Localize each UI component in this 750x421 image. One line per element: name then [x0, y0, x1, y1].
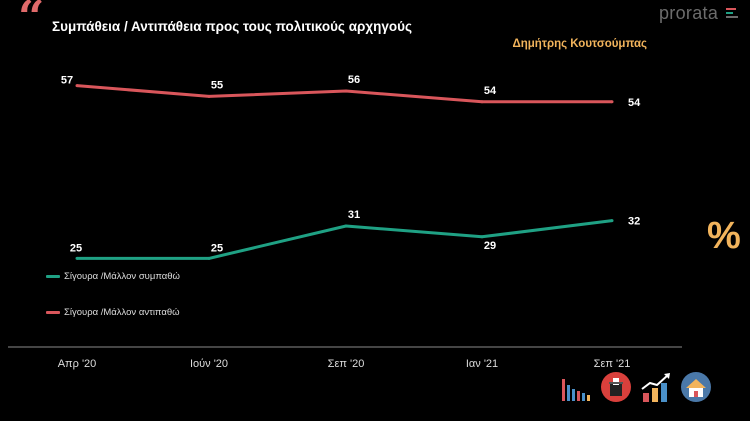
data-point-sympathy	[480, 235, 484, 239]
data-label-antipathy: 54	[484, 85, 497, 97]
x-tick-label: Ιούν '20	[190, 358, 228, 370]
data-label-sympathy: 31	[348, 209, 360, 221]
chart-subtitle: Δημήτρης Κουτσούμπας	[512, 38, 647, 50]
x-tick-label: Ιαν '21	[466, 358, 498, 370]
legend-item-sympathy: Σίγουρα /Μάλλον συμπαθώ	[46, 271, 180, 282]
chart-title: Συμπάθεια / Αντιπάθεια προς τους πολιτικ…	[52, 19, 413, 34]
data-label-antipathy: 55	[211, 79, 223, 91]
x-tick-label: Απρ '20	[58, 358, 97, 370]
data-point-sympathy	[344, 224, 348, 228]
data-point-antipathy	[207, 94, 211, 98]
trend-chart-icon	[640, 371, 672, 403]
house-icon	[680, 371, 712, 403]
legend-item-antipathy: Σίγουρα /Μάλλον αντιπαθώ	[46, 307, 180, 318]
data-label-antipathy: 57	[61, 75, 73, 87]
data-label-sympathy: 25	[211, 242, 223, 254]
data-label-antipathy: 54	[628, 97, 641, 109]
percent-icon: %	[707, 215, 741, 257]
data-point-sympathy	[75, 256, 79, 260]
legend-label-sympathy: Σίγουρα /Μάλλον συμπαθώ	[64, 271, 180, 282]
prorata-logo: prorata	[659, 3, 719, 23]
legend-label-antipathy: Σίγουρα /Μάλλον αντιπαθώ	[64, 307, 180, 318]
series-line-sympathy	[77, 219, 613, 260]
data-label-sympathy: 25	[70, 242, 82, 254]
legend-swatch-antipathy	[46, 311, 60, 314]
data-point-antipathy	[480, 100, 484, 104]
data-label-sympathy: 29	[484, 240, 496, 252]
data-point-antipathy	[610, 100, 614, 104]
ballot-box-icon	[600, 371, 632, 403]
x-tick-label: Σεπ '21	[594, 358, 631, 370]
logo-bars-icon	[726, 8, 740, 22]
quote-mark-icon: “	[18, 0, 45, 44]
data-point-antipathy	[344, 89, 348, 93]
data-label-antipathy: 56	[348, 74, 360, 86]
footer-icons	[560, 371, 712, 403]
data-point-sympathy	[610, 219, 614, 223]
data-point-sympathy	[207, 256, 211, 260]
x-tick-label: Σεπ '20	[328, 358, 365, 370]
data-point-antipathy	[75, 84, 79, 88]
series-line-antipathy	[76, 84, 612, 104]
bar-chart-icon	[560, 371, 592, 403]
data-label-sympathy: 32	[628, 216, 640, 228]
legend-swatch-sympathy	[46, 275, 60, 278]
